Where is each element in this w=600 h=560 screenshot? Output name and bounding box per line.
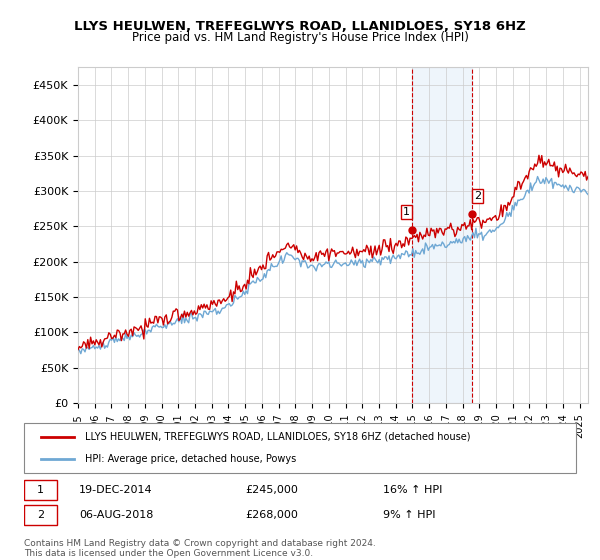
Bar: [412, 67, 472, 403]
Text: Price paid vs. HM Land Registry's House Price Index (HPI): Price paid vs. HM Land Registry's House …: [131, 31, 469, 44]
Text: 2: 2: [474, 191, 481, 201]
Text: 9% ↑ HPI: 9% ↑ HPI: [383, 510, 436, 520]
Text: Contains HM Land Registry data © Crown copyright and database right 2024.
This d: Contains HM Land Registry data © Crown c…: [24, 539, 376, 558]
Text: £245,000: £245,000: [245, 485, 298, 495]
Text: HPI: Average price, detached house, Powys: HPI: Average price, detached house, Powy…: [85, 454, 296, 464]
Text: 1: 1: [37, 485, 44, 495]
Text: 2: 2: [37, 510, 44, 520]
Text: 19-DEC-2014: 19-DEC-2014: [79, 485, 153, 495]
Text: £268,000: £268,000: [245, 510, 298, 520]
Text: 06-AUG-2018: 06-AUG-2018: [79, 510, 154, 520]
Text: 1: 1: [403, 207, 410, 217]
FancyBboxPatch shape: [24, 480, 57, 500]
Text: LLYS HEULWEN, TREFEGLWYS ROAD, LLANIDLOES, SY18 6HZ: LLYS HEULWEN, TREFEGLWYS ROAD, LLANIDLOE…: [74, 20, 526, 32]
Text: 16% ↑ HPI: 16% ↑ HPI: [383, 485, 442, 495]
FancyBboxPatch shape: [24, 423, 576, 473]
Text: LLYS HEULWEN, TREFEGLWYS ROAD, LLANIDLOES, SY18 6HZ (detached house): LLYS HEULWEN, TREFEGLWYS ROAD, LLANIDLOE…: [85, 432, 470, 442]
FancyBboxPatch shape: [24, 505, 57, 525]
